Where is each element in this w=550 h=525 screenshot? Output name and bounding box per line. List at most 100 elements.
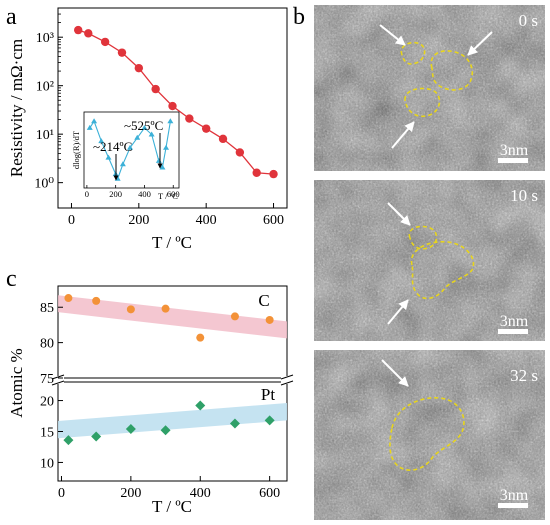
frame-1-arrow-3 (391, 121, 415, 149)
inset-point (163, 144, 170, 150)
panel-c-ylabel: Atomic % (7, 348, 26, 417)
panel-a-ytick-label: 10⁰ (34, 177, 54, 192)
platinum-point (229, 418, 240, 429)
tem-frame-1: 0 s 3nm (314, 5, 545, 171)
frame-3-arrow (381, 359, 409, 387)
frame-2-arrow-1 (387, 202, 411, 226)
panel-a-xtick-label: 200 (128, 213, 149, 228)
platinum-point (264, 415, 275, 426)
inset-xtick-label: 400 (138, 189, 151, 199)
panel-c-xtick-label: 200 (120, 486, 141, 501)
panel-a-ytick-label: 10³ (36, 31, 54, 46)
inset-point (167, 118, 174, 124)
frame-1-arrow-2 (467, 31, 493, 56)
platinum-points (63, 400, 275, 446)
frame-1-particle-2 (430, 50, 474, 91)
carbon-point (230, 312, 239, 321)
inset-frame (83, 111, 180, 189)
inset-point (98, 138, 105, 144)
platinum-point (63, 435, 74, 446)
frame-1-time: 0 s (519, 11, 538, 30)
frame-3-particle (389, 397, 465, 471)
panel-c-top-ytick-label: 75 (40, 372, 54, 387)
panel-a-xlabel: T / ºC (152, 233, 192, 252)
resistivity-point (168, 101, 177, 111)
platinum-point (195, 400, 206, 411)
inset-xtick-label: 0 (85, 189, 89, 199)
resistivity-point (201, 124, 211, 133)
panel-c-xlabel: T / ºC (152, 497, 192, 516)
inset-point (86, 124, 93, 130)
panel-c-bottom-ytick-label: 20 (40, 395, 54, 410)
resistivity-point (185, 114, 194, 123)
tem-frame-2: 10 s 3nm (314, 180, 545, 341)
inset-xtick-label: 600 (167, 189, 180, 199)
panel-c-label: c (6, 266, 17, 292)
resistivity-point (74, 25, 83, 35)
panel-c-top-ytick-label: 80 (40, 337, 54, 352)
panel-c-top-ytick-label: 85 (40, 301, 54, 316)
carbon-point (64, 294, 73, 303)
carbon-point (196, 333, 205, 342)
inset-point (127, 144, 134, 150)
inset-point (105, 154, 112, 160)
resistivity-point (252, 168, 261, 177)
resistivity-point (218, 134, 228, 144)
frame-2-scale-bar (498, 329, 528, 334)
frame-1-scale-bar (498, 158, 528, 163)
panel-a-xtick-label: 600 (263, 213, 284, 228)
inset-xtick-label: 200 (109, 189, 122, 199)
resistivity-point (134, 63, 144, 73)
frame-2-particle-2 (410, 240, 475, 300)
carbon-point (265, 315, 274, 324)
inset-xlabel: T / ºC (158, 191, 178, 201)
panel-c-chart: 0 200 400 600 75 80 85 10 15 20 C Pt T / ºC Atomi… (7, 285, 294, 516)
frame-2-scale-label: 3nm (500, 313, 529, 330)
inset-point (141, 124, 148, 130)
panel-c-xtick-label: 600 (259, 486, 280, 501)
panel-a-xtick-label: 400 (196, 213, 217, 228)
panel-a-ticks: 0 200 400 600 10⁰ 10¹ 10² 10³ (34, 7, 284, 228)
panel-b-label: b (293, 4, 305, 30)
carbon-series-label: C (258, 291, 269, 310)
panel-a-ytick-label: 10¹ (36, 128, 54, 143)
frame-3-scale-label: 3nm (500, 487, 529, 504)
resistivity-point (269, 169, 278, 179)
resistivity-point (117, 48, 127, 57)
resistivity-point (235, 148, 245, 157)
resistivity-points (74, 25, 278, 179)
panel-c-xtick-label: 400 (190, 486, 211, 501)
panel-c-xtick-label: 0 (58, 486, 65, 501)
platinum-point (91, 431, 102, 442)
inset-annotation-2: ~525ºC (124, 118, 163, 133)
inset-point (91, 118, 98, 124)
panel-a-frame (57, 7, 288, 209)
inset-annotation-1: ~214ºC (93, 139, 132, 154)
panel-c-bottom-ytick-label: 10 (40, 456, 54, 471)
resistivity-point (84, 29, 93, 38)
inset-ticks: 0 200 400 600 (85, 185, 180, 199)
panel-c-bottom-ytick-label: 15 (40, 426, 54, 441)
frame-1-particle-1 (400, 41, 426, 65)
platinum-trend-band (58, 403, 287, 439)
panel-c-ticks: 0 200 400 600 75 80 85 10 15 20 (40, 301, 280, 501)
inset-ylabel: dlog(R)/dT (71, 130, 81, 169)
frame-1-scale-label: 3nm (500, 142, 529, 159)
inset-point (134, 134, 141, 140)
resistivity-point (100, 37, 110, 47)
carbon-point (92, 296, 101, 305)
frame-2-time: 10 s (510, 186, 538, 205)
frame-2-arrow-2 (387, 299, 409, 325)
panel-a-xtick-label: 0 (68, 213, 75, 228)
panel-a-label: a (6, 4, 17, 30)
panel-a-chart: 0 200 400 600 10⁰ 10¹ 10² 10³ T / ºC Resistivit… (7, 7, 288, 252)
platinum-series-label: Pt (261, 385, 275, 404)
inset-point (119, 161, 126, 167)
frame-1-particle-3 (404, 87, 441, 118)
frame-3-time: 32 s (510, 366, 538, 385)
panel-a-ytick-label: 10² (36, 80, 54, 95)
platinum-point (160, 425, 171, 436)
frame-3-scale-bar (498, 503, 528, 508)
frame-1-arrow-1 (379, 24, 406, 46)
